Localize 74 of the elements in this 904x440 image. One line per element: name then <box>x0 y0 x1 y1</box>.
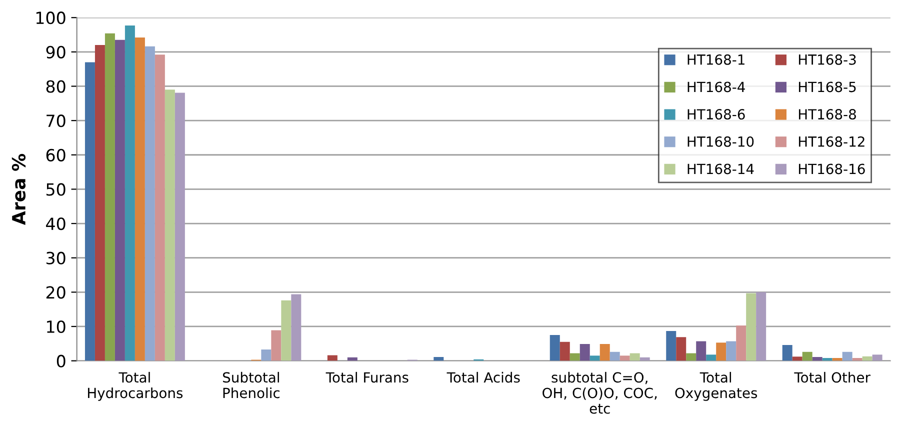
bar <box>124 25 135 361</box>
bar <box>550 335 560 361</box>
bar <box>590 356 600 361</box>
y-tick-label: 40 <box>46 217 66 230</box>
x-tick-label: Total Other <box>794 372 870 383</box>
bar <box>802 352 812 361</box>
bar <box>736 325 746 361</box>
x-tick-label: Total Furans <box>326 372 408 383</box>
y-tick-label: 90 <box>46 46 66 58</box>
bar <box>164 90 175 361</box>
bar <box>706 354 716 361</box>
bar <box>872 354 882 361</box>
bar <box>570 353 580 361</box>
bar <box>114 40 125 361</box>
legend-label: HT168-4 <box>688 82 745 92</box>
bar <box>726 341 736 361</box>
bar <box>134 38 145 361</box>
legend-label: HT168-8 <box>798 109 856 120</box>
x-tick-label: Total Hydrocarbons <box>88 372 183 401</box>
bar <box>560 342 570 361</box>
bar <box>812 357 822 361</box>
bar <box>862 356 872 361</box>
bar <box>852 358 862 361</box>
bar <box>716 342 726 361</box>
bar <box>746 293 756 361</box>
legend-label: HT168-10 <box>688 136 754 147</box>
y-tick-label: 50 <box>46 183 66 196</box>
x-tick-label: subtotal C=O, OH, C(O)O, COC, etc <box>542 372 657 414</box>
legend-label: HT168-5 <box>798 82 856 92</box>
legend-label: HT168-1 <box>688 54 744 65</box>
bar <box>832 358 842 361</box>
bar <box>261 349 272 361</box>
bar <box>94 45 105 361</box>
bar <box>580 344 590 361</box>
y-tick-label: 80 <box>46 80 66 93</box>
bar <box>174 92 185 361</box>
x-tick-label: Subtotal Phenolic <box>223 372 280 398</box>
bar <box>104 33 115 361</box>
bar <box>630 353 640 361</box>
bar <box>842 352 852 361</box>
legend-label: HT168-6 <box>688 109 745 120</box>
legend-label: HT168-12 <box>798 136 864 147</box>
legend-label: HT168-3 <box>798 54 856 65</box>
x-tick-label: Total Acids <box>446 372 520 383</box>
bar <box>686 353 696 361</box>
y-tick-label: 70 <box>46 114 66 128</box>
y-tick-label: 30 <box>46 252 66 264</box>
y-tick-label: 0 <box>56 354 66 368</box>
y-tick-label: 100 <box>36 12 66 24</box>
bar <box>144 46 155 361</box>
bar <box>666 330 676 361</box>
bar <box>620 356 630 361</box>
bar <box>327 355 338 361</box>
bar <box>84 62 95 361</box>
bar <box>782 345 792 361</box>
bar <box>792 356 802 361</box>
bar <box>756 292 766 361</box>
bar <box>291 294 302 361</box>
bar <box>271 330 282 361</box>
bar <box>281 300 292 361</box>
bar <box>676 337 686 361</box>
y-tick-label: 60 <box>46 148 66 162</box>
y-tick-label: 10 <box>47 320 66 334</box>
legend-label: HT168-14 <box>688 164 754 174</box>
bar <box>434 357 444 361</box>
bar <box>600 344 610 361</box>
y-axis-title: Area % <box>12 154 26 225</box>
bar <box>822 358 832 361</box>
bar <box>154 54 165 361</box>
legend-label: HT168-16 <box>798 164 865 174</box>
y-tick-label: 20 <box>46 286 66 299</box>
bar <box>610 352 620 361</box>
x-tick-label: Total Oxygenates <box>675 372 758 401</box>
bar <box>696 341 706 361</box>
